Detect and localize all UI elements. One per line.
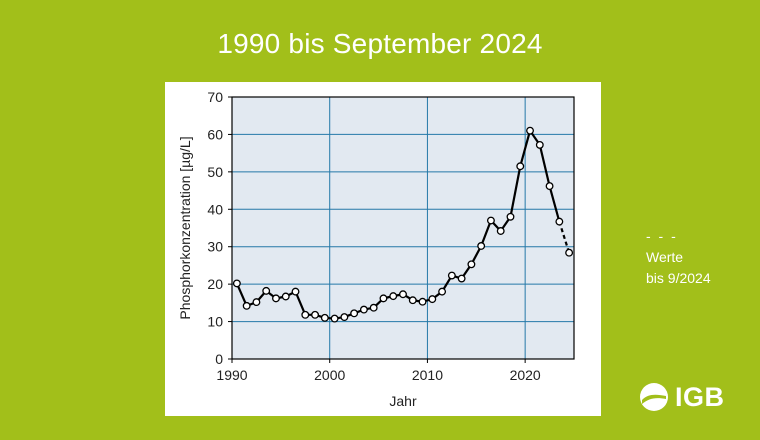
y-axis-label: Phosphorkonzentration [µg/L] — [177, 136, 193, 319]
data-point — [291, 287, 300, 296]
plot-frame — [231, 96, 575, 360]
data-point — [526, 126, 534, 135]
data-point — [232, 279, 241, 288]
legend-label-line2: bis 9/2024 — [646, 270, 711, 286]
data-point — [311, 310, 320, 319]
x-tick-label: 2020 — [510, 367, 541, 383]
data-point — [262, 286, 271, 295]
phosphorus-line-chart: 0 10 20 30 40 50 60 70 1990 2000 2010 2020 Jahr Phosp… — [177, 89, 575, 409]
data-point — [555, 217, 564, 226]
data-point — [535, 140, 544, 149]
igb-wave-logo-icon — [640, 383, 668, 411]
data-point — [350, 309, 359, 318]
y-tick-label: 30 — [207, 239, 223, 255]
x-tick-label: 1990 — [216, 367, 247, 383]
data-point — [496, 227, 505, 235]
series-line — [235, 129, 561, 320]
data-point — [359, 305, 368, 314]
y-tick-label: 10 — [207, 314, 223, 330]
data-point — [418, 297, 427, 306]
data-point — [428, 295, 437, 304]
series-line-dashed-segment — [558, 221, 571, 254]
x-axis-label: Jahr — [389, 393, 417, 409]
data-point — [252, 298, 261, 307]
data-point — [477, 242, 486, 250]
data-point — [330, 314, 339, 323]
y-tick-label: 70 — [207, 89, 223, 105]
x-tick-label: 2000 — [314, 367, 345, 383]
page-title: 1990 bis September 2024 — [217, 28, 543, 59]
logo-text: IGB — [675, 381, 725, 412]
legend: - - - Werte bis 9/2024 — [646, 226, 711, 289]
data-point — [545, 182, 554, 191]
y-tick-label: 20 — [207, 276, 223, 292]
chart-panel: 0 10 20 30 40 50 60 70 1990 2000 2010 2020 Jahr Phosp… — [165, 82, 601, 416]
data-point — [467, 260, 476, 269]
y-tick-label: 60 — [207, 126, 223, 142]
x-tick-label: 2010 — [412, 367, 443, 383]
igb-logo: IGB — [640, 382, 725, 412]
data-point — [438, 287, 447, 296]
data-point — [447, 271, 456, 280]
data-point — [320, 313, 329, 322]
legend-dashed-line-sample: - - - — [646, 228, 678, 244]
data-point — [408, 296, 417, 305]
y-tick-label: 0 — [215, 351, 223, 367]
data-point — [242, 301, 251, 310]
y-tick-label: 50 — [207, 164, 223, 180]
y-tick-label: 40 — [207, 201, 223, 217]
data-point — [506, 212, 515, 221]
data-point — [272, 294, 280, 303]
data-point — [369, 303, 378, 312]
data-point — [565, 248, 574, 257]
data-point — [399, 290, 407, 299]
data-point — [516, 162, 525, 171]
legend-label-line1: Werte — [646, 249, 684, 265]
plot-area — [232, 97, 574, 359]
data-point — [486, 216, 495, 225]
data-point — [379, 294, 388, 303]
data-point — [389, 292, 398, 301]
data-point — [301, 310, 310, 319]
data-point — [281, 292, 290, 301]
data-point — [340, 313, 349, 322]
data-point — [457, 274, 466, 283]
